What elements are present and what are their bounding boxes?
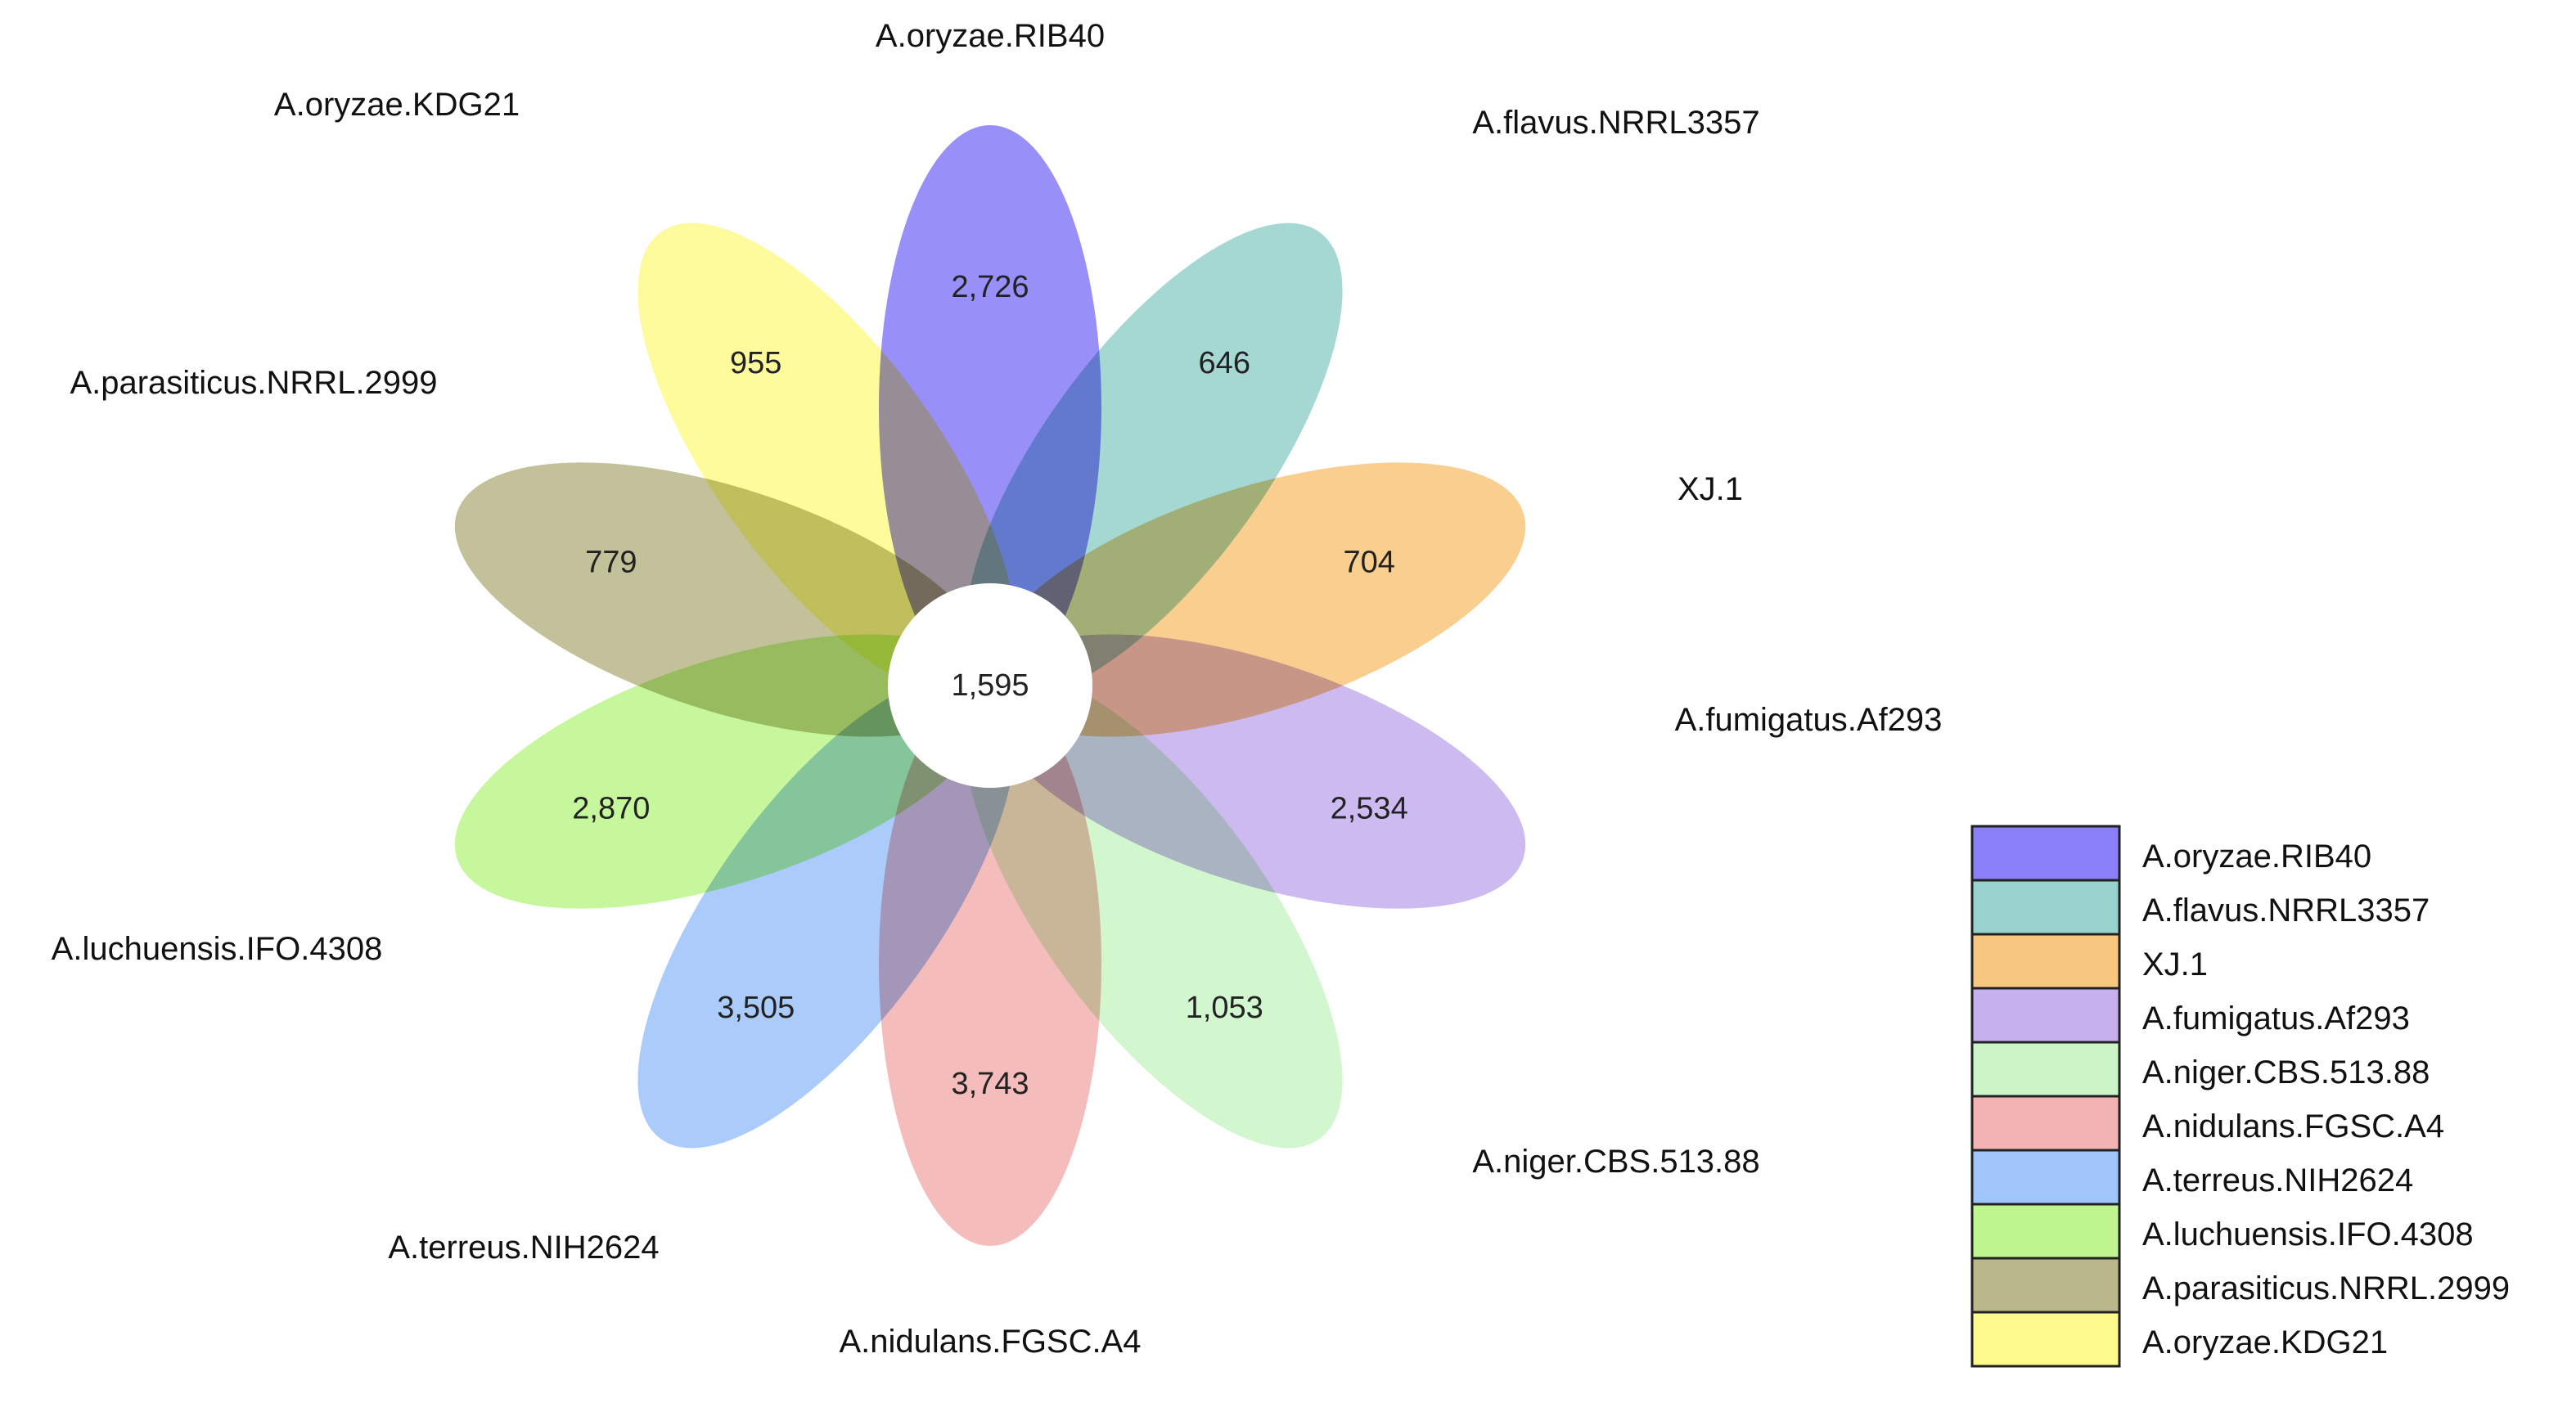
petals-layer: [454, 125, 1526, 1246]
legend-swatch-a-oryzae-kdg21: [1970, 1311, 2121, 1368]
petal-value-a-niger-cbs-513-88: 1,053: [1186, 991, 1263, 1025]
legend-label-a-fumigatus-af293: A.fumigatus.Af293: [2142, 1001, 2410, 1037]
petal-value-a-fumigatus-af293: 2,534: [1331, 791, 1408, 825]
petal-value-xj-1: 704: [1343, 546, 1394, 580]
group-label-xj-1: XJ.1: [1678, 471, 1743, 507]
petal-value-a-oryzae-rib40: 2,726: [951, 270, 1029, 304]
group-label-a-fumigatus-af293: A.fumigatus.Af293: [1675, 702, 1943, 738]
center-circle: [888, 583, 1092, 788]
group-label-a-oryzae-kdg21: A.oryzae.KDG21: [274, 87, 520, 123]
group-label-a-parasiticus-nrrl-2999: A.parasiticus.NRRL.2999: [70, 365, 437, 401]
petal-value-a-parasiticus-nrrl-2999: 779: [585, 546, 637, 580]
petal-value-a-flavus-nrrl3357: 646: [1199, 346, 1250, 380]
legend-label-a-oryzae-kdg21: A.oryzae.KDG21: [2142, 1324, 2388, 1360]
group-label-a-nidulans-fgsc-a4: A.nidulans.FGSC.A4: [839, 1324, 1141, 1360]
legend-swatch-a-parasiticus-nrrl-2999: [1970, 1257, 2121, 1314]
legend-swatch-a-flavus-nrrl3357: [1970, 879, 2121, 936]
legend-label-xj-1: XJ.1: [2142, 947, 2208, 983]
legend-label-a-nidulans-fgsc-a4: A.nidulans.FGSC.A4: [2142, 1108, 2444, 1144]
legend-label-a-oryzae-rib40: A.oryzae.RIB40: [2142, 839, 2371, 875]
legend-swatch-a-niger-cbs-513-88: [1970, 1041, 2121, 1098]
legend-swatch-a-terreus-nih2624: [1970, 1149, 2121, 1206]
group-label-a-luchuensis-ifo-4308: A.luchuensis.IFO.4308: [52, 931, 383, 967]
group-label-a-flavus-nrrl3357: A.flavus.NRRL3357: [1472, 105, 1759, 141]
petal-value-a-nidulans-fgsc-a4: 3,743: [951, 1067, 1029, 1101]
petal-a-fumigatus-af293: [984, 634, 1526, 909]
legend-label-a-flavus-nrrl3357: A.flavus.NRRL3357: [2142, 893, 2430, 929]
legend-label-a-luchuensis-ifo-4308: A.luchuensis.IFO.4308: [2142, 1216, 2474, 1252]
group-label-a-terreus-nih2624: A.terreus.NIH2624: [388, 1230, 659, 1266]
legend-label-a-niger-cbs-513-88: A.niger.CBS.513.88: [2142, 1054, 2430, 1090]
legend: A.oryzae.RIB40 A.flavus.NRRL3357 XJ.1 A.fum…: [1970, 825, 2510, 1368]
legend-label-a-parasiticus-nrrl-2999: A.parasiticus.NRRL.2999: [2142, 1270, 2510, 1306]
legend-swatch-a-oryzae-rib40: [1970, 825, 2121, 882]
legend-swatch-a-luchuensis-ifo-4308: [1970, 1203, 2121, 1260]
group-labels-layer: A.oryzae.RIB40 A.flavus.NRRL3357 XJ.1 A.fum…: [52, 18, 1943, 1360]
legend-label-a-terreus-nih2624: A.terreus.NIH2624: [2142, 1162, 2413, 1198]
petal-a-parasiticus-nrrl-2999: [454, 462, 997, 737]
group-label-a-oryzae-rib40: A.oryzae.RIB40: [876, 18, 1105, 54]
group-label-a-niger-cbs-513-88: A.niger.CBS.513.88: [1472, 1144, 1759, 1180]
legend-swatch-a-fumigatus-af293: [1970, 987, 2121, 1044]
petal-value-a-luchuensis-ifo-4308: 2,870: [572, 791, 650, 825]
petal-values-layer: 2,726 646 704 2,534 1,053 3,743 3,505 2,870 779 9…: [572, 270, 1407, 1101]
center-value: 1,595: [951, 668, 1029, 703]
legend-swatch-xj-1: [1970, 933, 2121, 990]
legend-swatch-a-nidulans-fgsc-a4: [1970, 1095, 2121, 1152]
petal-a-oryzae-kdg21: [637, 223, 1016, 699]
petal-value-a-terreus-nih2624: 3,505: [717, 991, 795, 1025]
petal-value-a-oryzae-kdg21: 955: [730, 346, 781, 380]
